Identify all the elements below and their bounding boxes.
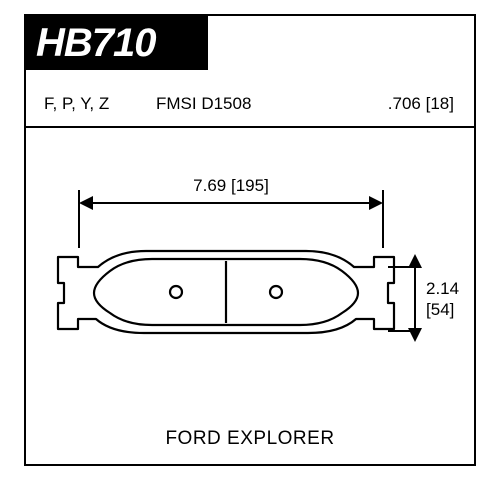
diagram-area: 7.69 [195] 2.14 [54] [26, 128, 474, 414]
thickness-dim: .706 [18] [388, 94, 454, 114]
vehicle-name: FORD EXPLORER [26, 428, 474, 450]
height-in: 2.14 [426, 279, 459, 298]
height-dim-line [414, 266, 416, 332]
height-mm: 54 [431, 300, 450, 319]
arrow-left-icon [79, 196, 93, 210]
width-dim-label: 7.69 [195] [96, 176, 366, 196]
thickness-mm: 18 [430, 94, 449, 113]
width-in: 7.69 [193, 176, 226, 195]
brake-pad-outline [56, 243, 396, 353]
part-number-bar: HB710 [26, 16, 208, 70]
arrow-up-icon [408, 254, 422, 268]
height-dim-label: 2.14 [54] [426, 278, 459, 321]
spec-frame: HB710 F, P, Y, Z FMSI D1508 .706 [18] 7.… [24, 14, 476, 466]
fmsi-code: FMSI D1508 [156, 94, 251, 114]
arrow-down-icon [408, 328, 422, 342]
width-dim-line [86, 202, 376, 204]
arrow-right-icon [369, 196, 383, 210]
part-number: HB710 [36, 21, 156, 66]
width-mm: 195 [236, 176, 264, 195]
compound-codes: F, P, Y, Z [44, 94, 109, 114]
thickness-in: .706 [388, 94, 421, 113]
